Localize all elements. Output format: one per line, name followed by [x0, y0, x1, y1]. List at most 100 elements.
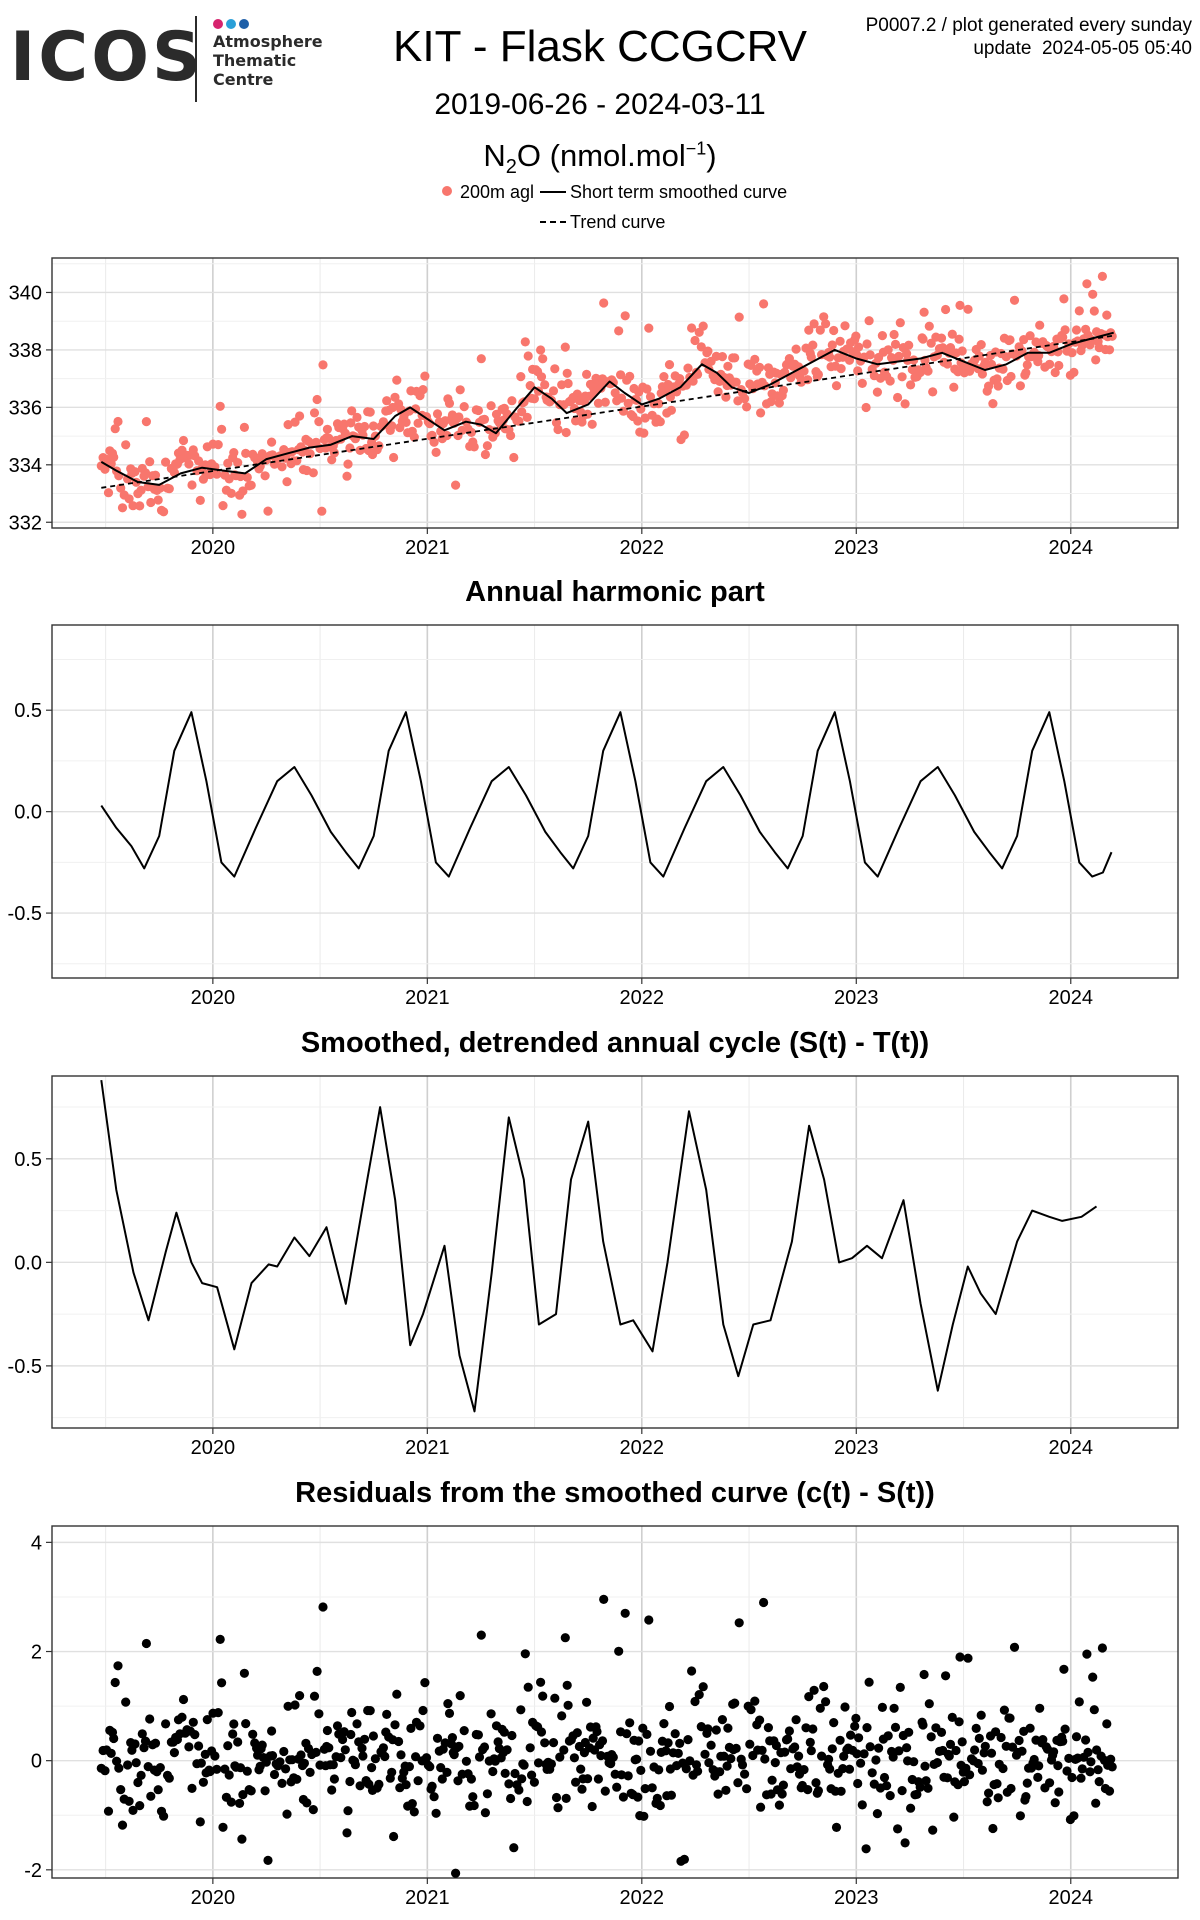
data-point	[915, 367, 925, 378]
logo-subtitle-line: Atmosphere	[213, 32, 323, 51]
data-point	[553, 424, 563, 435]
residual-point	[608, 1752, 618, 1762]
residual-point	[672, 1761, 682, 1771]
residual-point	[437, 1774, 447, 1784]
data-point	[728, 377, 739, 387]
data-point	[1009, 295, 1020, 305]
y-tick-label: 2	[31, 1642, 42, 1664]
data-point	[377, 421, 387, 431]
residual-point	[223, 1741, 233, 1751]
residual-point	[1011, 1750, 1022, 1760]
data-point	[755, 362, 765, 372]
data-point	[698, 321, 708, 331]
data-point	[1082, 279, 1092, 289]
residual-point	[238, 1790, 248, 1800]
data-point	[712, 374, 722, 384]
residual-point	[780, 1747, 790, 1757]
data-point	[546, 395, 557, 405]
residual-point	[562, 1680, 572, 1690]
residual-point	[736, 1754, 746, 1764]
data-point	[711, 351, 721, 361]
data-point	[861, 402, 871, 413]
data-point	[638, 382, 648, 392]
residual-point	[161, 1719, 171, 1729]
data-point	[657, 382, 668, 392]
residual-point	[867, 1768, 877, 1778]
data-point	[566, 395, 576, 405]
residual-point	[801, 1723, 811, 1733]
data-point	[489, 426, 499, 436]
data-point	[951, 348, 961, 358]
residual-point	[334, 1729, 344, 1739]
residual-point	[645, 1746, 656, 1756]
data-point	[630, 395, 640, 405]
data-point	[579, 397, 590, 407]
residual-point	[514, 1785, 524, 1795]
residual-point	[395, 1783, 405, 1793]
residual-point	[982, 1797, 992, 1807]
residual-point	[579, 1748, 590, 1758]
data-point	[133, 489, 143, 499]
data-point	[281, 453, 291, 463]
data-point	[717, 352, 728, 362]
residual-point	[904, 1727, 914, 1737]
plot-area	[100, 1079, 1098, 1413]
data-point	[252, 454, 262, 464]
residual-point	[902, 1743, 912, 1753]
data-point	[897, 372, 907, 382]
residual-point	[1086, 1757, 1096, 1767]
residual-point	[190, 1730, 200, 1740]
logo-dot-pink	[213, 19, 223, 29]
residual-point	[951, 1745, 961, 1756]
residual-point	[528, 1717, 538, 1727]
residual-point	[872, 1809, 883, 1819]
residual-point	[805, 1737, 815, 1747]
data-point	[322, 433, 332, 443]
residual-point	[580, 1737, 590, 1748]
species-label: N2O (nmol.mol−1)	[310, 138, 890, 179]
y-tick-label: -0.5	[8, 903, 42, 925]
data-point	[109, 452, 119, 462]
residual-point	[497, 1724, 507, 1734]
data-point	[299, 445, 309, 455]
data-point	[731, 377, 741, 387]
data-point	[835, 336, 845, 346]
data-point	[991, 347, 1001, 357]
residual-point	[401, 1780, 411, 1790]
residual-point	[258, 1753, 269, 1763]
residual-point	[523, 1682, 533, 1692]
residual-point	[409, 1807, 419, 1817]
data-point	[1001, 352, 1011, 362]
residual-point	[285, 1755, 295, 1765]
residual-point	[396, 1750, 406, 1760]
residual-point	[241, 1719, 251, 1729]
data-point	[471, 405, 481, 415]
data-point	[803, 375, 813, 385]
data-point	[328, 441, 338, 451]
residual-point	[578, 1774, 588, 1784]
data-point	[842, 344, 852, 354]
residual-point	[212, 1764, 222, 1774]
residual-point	[889, 1703, 899, 1713]
data-point	[286, 459, 296, 469]
residual-point	[784, 1726, 795, 1736]
residual-point	[733, 1778, 743, 1788]
residual-point	[1089, 1705, 1099, 1715]
residual-point	[668, 1748, 678, 1758]
residual-point	[1038, 1735, 1048, 1745]
data-point	[233, 458, 243, 468]
residual-point	[321, 1761, 331, 1771]
residual-point	[943, 1749, 953, 1759]
residual-point	[506, 1793, 516, 1804]
data-point	[1099, 330, 1110, 340]
data-point	[912, 372, 922, 382]
residual-point	[1057, 1732, 1067, 1742]
data-point	[879, 367, 890, 377]
residual-point	[411, 1752, 421, 1762]
data-point	[244, 481, 254, 491]
residual-point	[1054, 1787, 1064, 1797]
data-point	[1025, 331, 1035, 341]
data-point	[146, 497, 156, 508]
residual-point	[527, 1770, 537, 1780]
data-point	[164, 484, 174, 494]
